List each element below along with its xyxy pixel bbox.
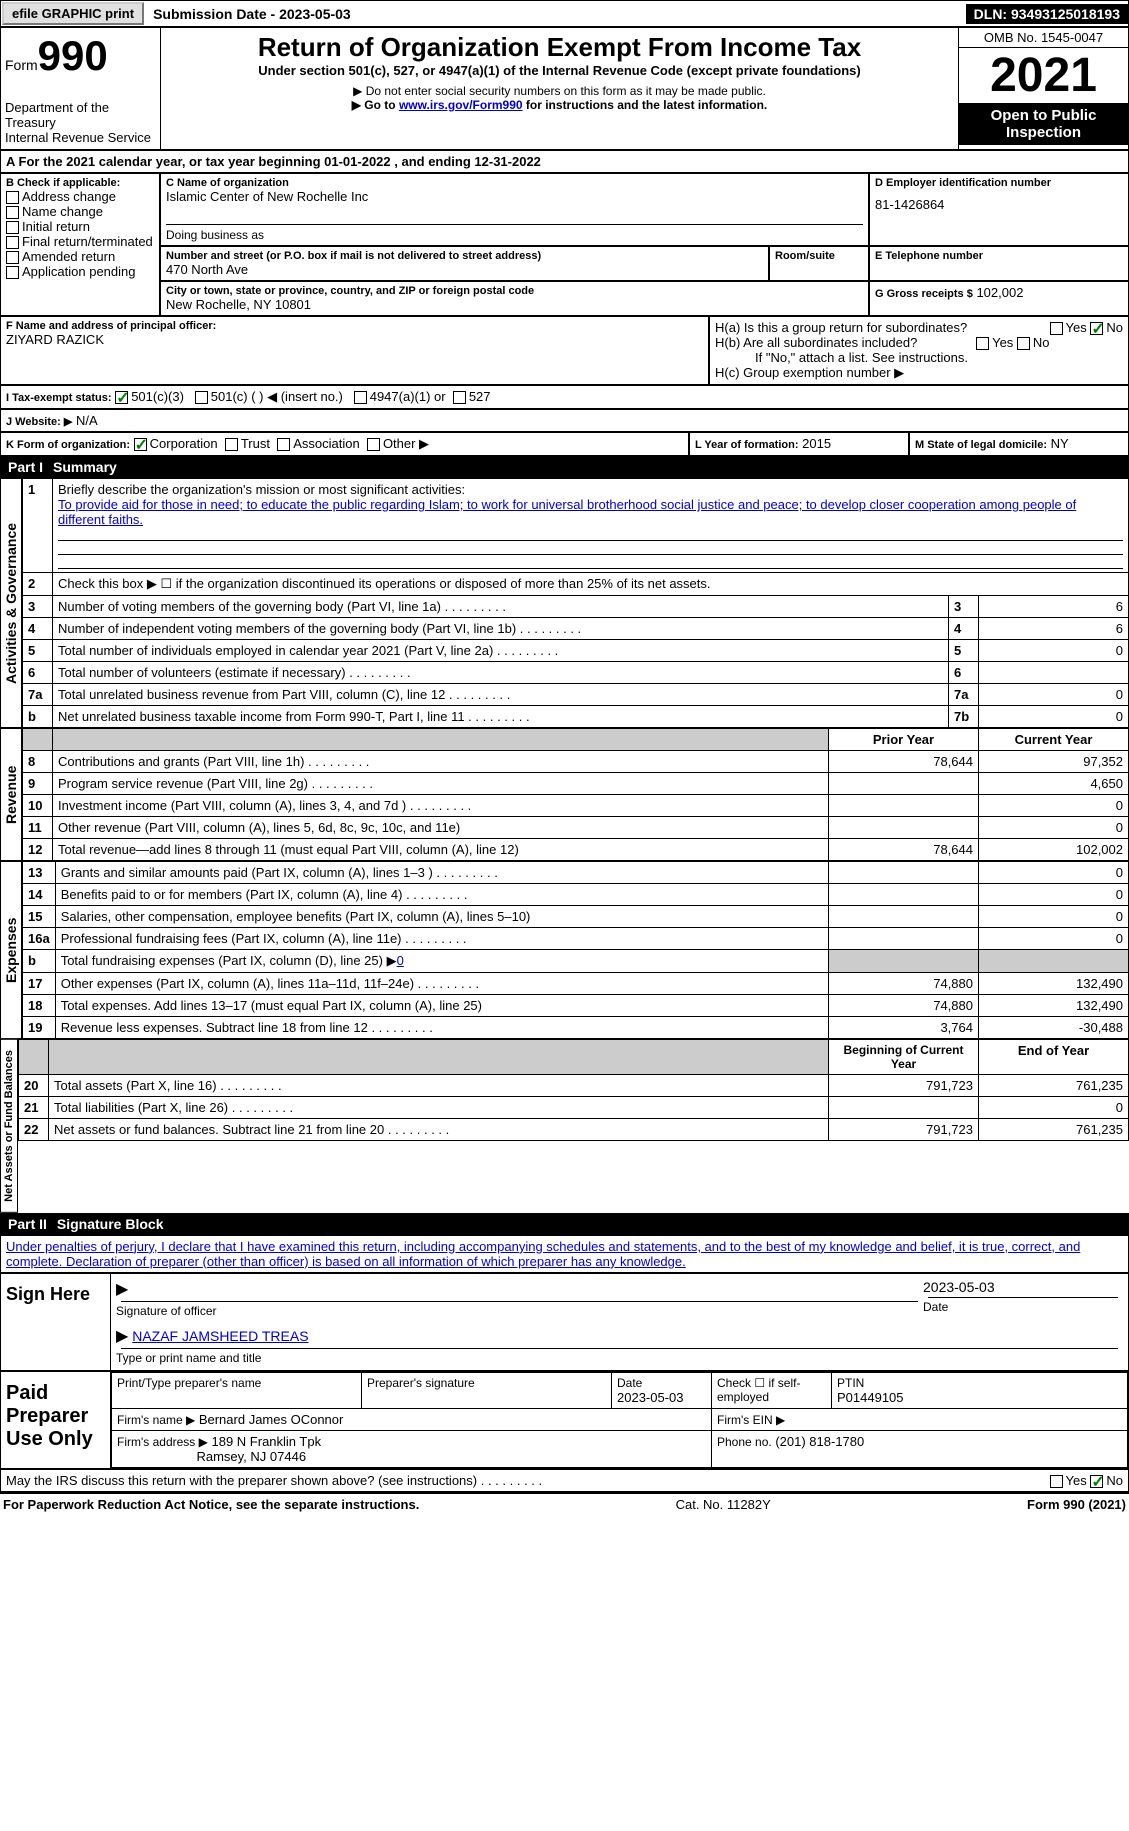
form-header: Form990 Department of the Treasury Inter… [0, 27, 1129, 150]
l1-text: Briefly describe the organization's miss… [58, 482, 465, 497]
phone-label: E Telephone number [875, 250, 1123, 262]
hc-label: H(c) Group exemption number ▶ [715, 365, 1123, 381]
sig-date: 2023-05-03 [923, 1279, 1123, 1295]
501c3-check[interactable] [115, 391, 128, 404]
mission-text: To provide aid for those in need; to edu… [58, 497, 1076, 527]
firm-addr: 189 N Franklin Tpk [212, 1434, 322, 1449]
org-name-label: C Name of organization [166, 177, 863, 189]
527-check[interactable] [453, 391, 466, 404]
state-domicile: NY [1051, 436, 1069, 451]
ptin: P01449105 [837, 1390, 1122, 1405]
perjury-declaration: Under penalties of perjury, I declare th… [0, 1235, 1129, 1273]
ssn-note: ▶ Do not enter social security numbers o… [165, 84, 954, 98]
omb-number: OMB No. 1545-0047 [959, 28, 1128, 48]
firm-phone: (201) 818-1780 [775, 1434, 864, 1449]
form-org-label: K Form of organization: [6, 439, 130, 451]
form-label: Form [5, 57, 38, 73]
city-label: City or town, state or province, country… [166, 285, 863, 297]
website-label: J Website: ▶ [6, 416, 72, 428]
v5: 0 [979, 640, 1129, 662]
name-change-check[interactable] [6, 206, 19, 219]
discuss-no[interactable] [1090, 1475, 1103, 1488]
tax-year: 2021 [959, 48, 1128, 103]
assoc-check[interactable] [277, 438, 290, 451]
ha-yes[interactable] [1050, 322, 1063, 335]
arrow-icon: ▶ [116, 1328, 128, 1345]
expenses-label: Expenses [0, 861, 22, 1039]
other-check[interactable] [367, 438, 380, 451]
revenue-label: Revenue [0, 728, 22, 861]
paid-preparer-label: Paid Preparer Use Only [1, 1372, 111, 1468]
initial-return-check[interactable] [6, 221, 19, 234]
officer-label: F Name and address of principal officer: [6, 320, 703, 332]
addr-change-check[interactable] [6, 191, 19, 204]
topbar: efile GRAPHIC print Submission Date - 20… [0, 0, 1129, 27]
footer: For Paperwork Reduction Act Notice, see … [0, 1492, 1129, 1515]
hb-note: If "No," attach a list. See instructions… [715, 350, 1123, 365]
dba-label: Doing business as [166, 224, 863, 242]
room-label: Room/suite [775, 250, 863, 262]
city-value: New Rochelle, NY 10801 [166, 297, 863, 312]
form-subtitle: Under section 501(c), 527, or 4947(a)(1)… [165, 63, 954, 78]
ein-label: D Employer identification number [875, 177, 1123, 189]
addr-value: 470 North Ave [166, 262, 763, 277]
ha-no[interactable] [1090, 322, 1103, 335]
amended-check[interactable] [6, 251, 19, 264]
part1-header: Part I Summary [0, 456, 1129, 478]
4947-check[interactable] [354, 391, 367, 404]
tax-exempt-label: I Tax-exempt status: [6, 392, 112, 404]
officer-print-name: NAZAF JAMSHEED TREAS [132, 1328, 308, 1344]
part2-header: Part II Signature Block [0, 1213, 1129, 1235]
officer-name: ZIYARD RAZICK [6, 332, 703, 347]
form-number: 990 [38, 32, 108, 79]
paperwork-notice: For Paperwork Reduction Act Notice, see … [3, 1497, 419, 1512]
app-pending-check[interactable] [6, 266, 19, 279]
activities-governance-label: Activities & Governance [0, 478, 22, 728]
sign-here-label: Sign Here [1, 1274, 111, 1370]
final-return-check[interactable] [6, 236, 19, 249]
501c-check[interactable] [195, 391, 208, 404]
org-name: Islamic Center of New Rochelle Inc [166, 189, 863, 204]
v7a: 0 [979, 684, 1129, 706]
year-formation: 2015 [802, 436, 831, 451]
ha-label: H(a) Is this a group return for subordin… [715, 320, 967, 335]
irs-label: Internal Revenue Service [5, 130, 156, 145]
irs-link[interactable]: www.irs.gov/Form990 [399, 98, 523, 112]
gross-label: G Gross receipts $ [875, 288, 973, 300]
website-value: N/A [76, 413, 98, 428]
form-ref: Form 990 (2021) [1027, 1497, 1126, 1512]
hb-no[interactable] [1017, 337, 1030, 350]
goto-note: ▶ Go to www.irs.gov/Form990 for instruct… [165, 98, 954, 112]
submission-date: Submission Date - 2023-05-03 [145, 4, 359, 24]
addr-label: Number and street (or P.O. box if mail i… [166, 250, 763, 262]
efile-button[interactable]: efile GRAPHIC print [2, 2, 144, 25]
arrow-icon: ▶ [116, 1281, 128, 1298]
v3: 6 [979, 596, 1129, 618]
ein-value: 81-1426864 [875, 197, 1123, 212]
corp-check[interactable] [134, 438, 147, 451]
section-b-title: B Check if applicable: [6, 177, 154, 189]
dln: DLN: 93493125018193 [966, 4, 1128, 24]
trust-check[interactable] [225, 438, 238, 451]
open-inspection: Open to Public Inspection [959, 103, 1128, 145]
gross-value: 102,002 [976, 285, 1023, 300]
hb-yes[interactable] [976, 337, 989, 350]
discuss-question: May the IRS discuss this return with the… [6, 1473, 542, 1488]
v7b: 0 [979, 706, 1129, 728]
firm-name: Bernard James OConnor [199, 1412, 344, 1427]
dept-treasury: Department of the Treasury [5, 100, 156, 130]
form-title: Return of Organization Exempt From Incom… [165, 32, 954, 63]
discuss-yes[interactable] [1050, 1475, 1063, 1488]
section-a: A For the 2021 calendar year, or tax yea… [0, 150, 1129, 173]
hb-label: H(b) Are all subordinates included? [715, 335, 917, 350]
v4: 6 [979, 618, 1129, 640]
l2-text: Check this box ▶ ☐ if the organization d… [53, 573, 1129, 596]
cat-no: Cat. No. 11282Y [676, 1497, 771, 1512]
v6 [979, 662, 1129, 684]
net-assets-label: Net Assets or Fund Balances [0, 1039, 18, 1213]
